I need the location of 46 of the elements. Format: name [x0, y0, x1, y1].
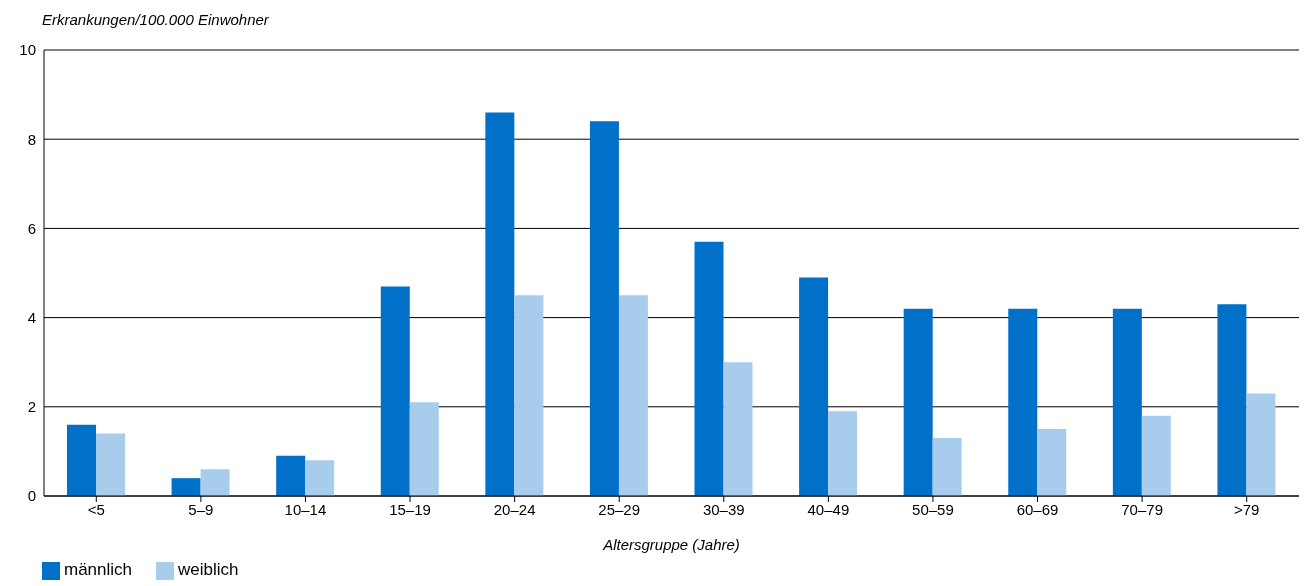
x-tick-label: 10–14 — [284, 500, 327, 518]
x-tick-label: 60–69 — [1016, 500, 1059, 518]
bar — [1141, 415, 1171, 496]
y-tick-label: 4 — [27, 308, 36, 326]
x-tick-label: 20–24 — [493, 500, 536, 518]
x-axis-title: Altersgruppe (Jahre) — [602, 536, 740, 553]
bar — [380, 286, 410, 496]
y-axis-title: Erkrankungen/100.000 Einwohner — [41, 10, 270, 30]
bar — [171, 478, 201, 496]
bar — [514, 295, 544, 496]
bar — [1217, 304, 1247, 496]
legend-label: weiblich — [178, 560, 239, 579]
bar — [305, 460, 335, 496]
y-tick-label: 2 — [27, 398, 36, 416]
bar — [694, 241, 724, 496]
x-tick-label: 40–49 — [807, 500, 850, 518]
bar — [1112, 308, 1142, 496]
bar — [932, 438, 962, 496]
bar — [1037, 429, 1067, 496]
x-tick-label: 30–39 — [702, 500, 745, 518]
bar — [67, 424, 97, 496]
x-tick-label: 5–9 — [188, 500, 214, 518]
y-tick-label: 6 — [27, 219, 36, 237]
bar — [799, 277, 829, 496]
x-tick-label: 25–29 — [598, 500, 641, 518]
bar — [1008, 308, 1038, 496]
x-tick-label: 15–19 — [389, 500, 431, 518]
bar — [276, 455, 306, 496]
x-tick-label: 70–79 — [1121, 500, 1163, 518]
bar — [1246, 393, 1276, 496]
bar — [200, 469, 230, 496]
x-tick-label: <5 — [87, 500, 105, 518]
x-tick-label: 50–59 — [912, 500, 954, 518]
bar — [723, 362, 753, 496]
y-tick-label: 10 — [19, 41, 36, 59]
x-tick-label: >79 — [1233, 500, 1260, 518]
bar — [618, 295, 648, 496]
bar — [828, 411, 858, 496]
bar — [903, 308, 933, 496]
legend-label: männlich — [64, 560, 133, 579]
bar — [409, 402, 439, 496]
y-tick-label: 8 — [27, 130, 36, 148]
bar — [485, 112, 515, 496]
bar — [96, 433, 126, 496]
bar — [589, 121, 619, 496]
y-tick-label: 0 — [27, 487, 36, 505]
